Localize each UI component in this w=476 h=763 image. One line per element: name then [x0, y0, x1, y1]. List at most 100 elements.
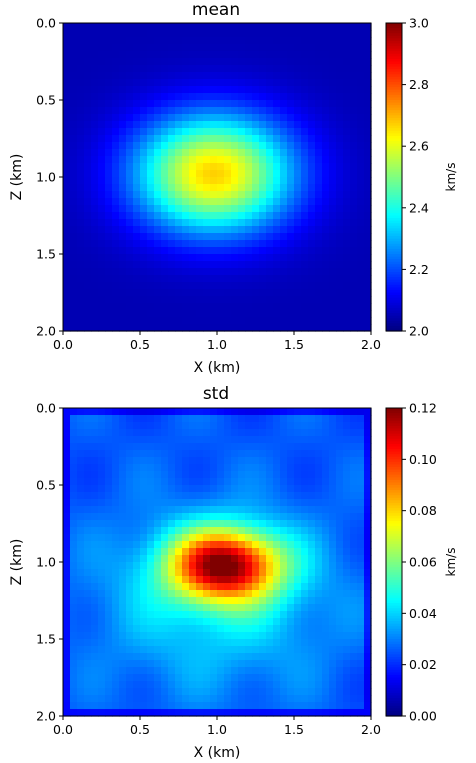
- heatmap-cell: [301, 149, 309, 157]
- heatmap-cell: [238, 275, 246, 283]
- heatmap-cell: [182, 597, 190, 605]
- heatmap-cell: [210, 205, 218, 213]
- heatmap-cell: [245, 107, 253, 115]
- heatmap-cell: [161, 240, 169, 248]
- heatmap-cell: [210, 625, 218, 633]
- heatmap-cell: [273, 44, 281, 52]
- heatmap-cell: [336, 569, 344, 577]
- heatmap-cell: [203, 688, 211, 696]
- heatmap-cell: [91, 639, 99, 647]
- heatmap-cell: [70, 709, 78, 717]
- heatmap-cell: [77, 135, 85, 143]
- heatmap-cell: [280, 653, 288, 661]
- heatmap-cell: [105, 499, 113, 507]
- heatmap-cell: [301, 604, 309, 612]
- heatmap-cell: [350, 142, 358, 150]
- heatmap-cell: [252, 163, 260, 171]
- heatmap-cell: [105, 625, 113, 633]
- heatmap-cell: [182, 520, 190, 528]
- heatmap-cell: [189, 296, 197, 304]
- heatmap-cell: [112, 436, 120, 444]
- heatmap-cell: [238, 415, 246, 423]
- heatmap-cell: [175, 23, 183, 31]
- heatmap-cell: [168, 583, 176, 591]
- heatmap-cell: [287, 667, 295, 675]
- heatmap-cell: [238, 65, 246, 73]
- heatmap-cell: [196, 100, 204, 108]
- colorbar-segment: [386, 141, 402, 145]
- colorbar-segment: [386, 497, 402, 501]
- heatmap-cell: [112, 604, 120, 612]
- heatmap-cell: [350, 457, 358, 465]
- colorbar-segment: [386, 656, 402, 661]
- heatmap-cell: [287, 142, 295, 150]
- heatmap-cell: [189, 23, 197, 31]
- colorbar-segment: [386, 112, 402, 116]
- heatmap-cell: [98, 107, 106, 115]
- heatmap-cell: [350, 709, 358, 717]
- heatmap-cell: [154, 184, 162, 192]
- heatmap-cell: [140, 149, 148, 157]
- heatmap-cell: [105, 555, 113, 563]
- heatmap-cell: [105, 149, 113, 157]
- heatmap-cell: [336, 44, 344, 52]
- heatmap-cell: [287, 219, 295, 227]
- heatmap-cell: [84, 576, 92, 584]
- heatmap-cell: [189, 415, 197, 423]
- heatmap-cell: [301, 30, 309, 38]
- heatmap-cell: [133, 590, 141, 598]
- heatmap-cell: [245, 520, 253, 528]
- heatmap-cell: [301, 275, 309, 283]
- heatmap-cell: [91, 646, 99, 654]
- heatmap-cell: [133, 499, 141, 507]
- heatmap-cell: [329, 100, 337, 108]
- heatmap-cell: [266, 268, 274, 276]
- heatmap-cell: [168, 177, 176, 185]
- heatmap-cell: [259, 485, 267, 493]
- heatmap-cell: [217, 212, 225, 220]
- heatmap-cell: [294, 51, 302, 59]
- heatmap-cell: [182, 128, 190, 136]
- heatmap-cell: [301, 471, 309, 479]
- heatmap-cell: [350, 583, 358, 591]
- heatmap-cell: [77, 254, 85, 262]
- heatmap-cell: [336, 128, 344, 136]
- heatmap-cell: [217, 569, 225, 577]
- heatmap-cell: [322, 289, 330, 297]
- heatmap-cell: [294, 702, 302, 710]
- colorbar-segment: [386, 205, 402, 209]
- heatmap-cell: [280, 492, 288, 500]
- heatmap-cell: [217, 415, 225, 423]
- heatmap-cell: [70, 555, 78, 563]
- heatmap-cell: [175, 548, 183, 556]
- colorbar-segment: [386, 713, 402, 717]
- heatmap-cell: [84, 65, 92, 73]
- heatmap-cell: [259, 541, 267, 549]
- heatmap-cell: [105, 156, 113, 164]
- heatmap-cell: [329, 163, 337, 171]
- heatmap-cell: [84, 478, 92, 486]
- heatmap-cell: [350, 422, 358, 430]
- heatmap-cell: [224, 23, 232, 31]
- heatmap-cell: [294, 408, 302, 416]
- heatmap-cell: [182, 709, 190, 717]
- heatmap-cell: [126, 415, 134, 423]
- heatmap-cell: [294, 660, 302, 668]
- heatmap-cell: [280, 23, 288, 31]
- heatmap-cell: [273, 506, 281, 514]
- heatmap-cell: [364, 93, 372, 101]
- heatmap-cell: [343, 681, 351, 689]
- heatmap-cell: [294, 282, 302, 290]
- heatmap-cell: [91, 107, 99, 115]
- heatmap-cell: [245, 618, 253, 626]
- colorbar-segment: [386, 256, 402, 260]
- heatmap-cell: [350, 317, 358, 325]
- heatmap-cell: [182, 58, 190, 66]
- heatmap-cell: [252, 79, 260, 87]
- heatmap-cell: [189, 156, 197, 164]
- heatmap-cell: [140, 240, 148, 248]
- heatmap-cell: [119, 86, 127, 94]
- heatmap-cell: [364, 121, 372, 129]
- heatmap-cell: [105, 268, 113, 276]
- heatmap-cell: [231, 618, 239, 626]
